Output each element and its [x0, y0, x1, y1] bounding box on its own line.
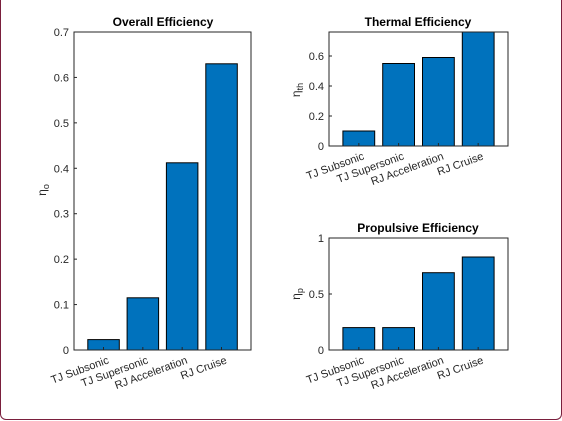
y-tick-label: 0.5: [309, 289, 324, 301]
chart-title: Propulsive Efficiency: [357, 221, 479, 235]
axes-box: [73, 31, 252, 351]
y-tick-label: 0: [318, 141, 324, 153]
bar-rj-acceleration: [422, 272, 455, 351]
y-axis-label-subscript: o: [41, 184, 51, 189]
bar-group: [342, 31, 495, 147]
y-axis-label: ηth: [289, 83, 305, 97]
y-tick-label: 0.3: [54, 209, 69, 221]
chart-title: Thermal Efficiency: [365, 15, 472, 29]
overall-efficiency-chart: Overall Efficiency ηo 0 0.1 0.2 0.3 0.4 0.5 0.…: [35, 15, 252, 392]
y-tick-label: 0: [318, 345, 324, 357]
y-tick-label: 0: [63, 345, 69, 357]
chart-title: Overall Efficiency: [113, 15, 214, 29]
axes-box: [328, 237, 509, 351]
y-tick-label: 0.4: [309, 81, 324, 93]
y-tick-label: 0.6: [309, 51, 324, 63]
y-tick-label: 0.2: [309, 111, 324, 123]
bar-rj-acceleration: [422, 57, 455, 147]
bar-group: [342, 256, 495, 351]
bar-tj-supersonic: [126, 297, 160, 351]
bar-tj-supersonic: [382, 327, 416, 351]
y-tick-label: 0.2: [54, 254, 69, 266]
y-tick-label: 0.1: [54, 300, 69, 312]
y-axis-ticks: 0 0.2 0.4 0.6: [309, 51, 332, 153]
y-axis-label-symbol: η: [35, 189, 49, 196]
bar-group: [87, 63, 238, 351]
y-tick-label: 0.5: [54, 118, 69, 130]
propulsive-efficiency-chart: Propulsive Efficiency ηp 0 0.5 1 TJ Subson…: [289, 221, 509, 392]
x-tick-label: RJ Cruise: [436, 151, 485, 179]
bar-tj-supersonic: [382, 63, 416, 147]
bar-rj-acceleration: [165, 162, 199, 351]
y-tick-label: 0.4: [54, 163, 69, 175]
bar-rj-cruise: [205, 63, 238, 351]
y-tick-label: 1: [318, 233, 324, 245]
y-tick-label: 0.6: [54, 72, 69, 84]
y-tick-label: 0.7: [54, 27, 69, 39]
y-axis-label: ηp: [289, 288, 305, 300]
bar-rj-cruise: [461, 31, 495, 147]
x-tick-label: RJ Cruise: [436, 355, 485, 383]
y-axis-label-subscript: p: [295, 288, 305, 293]
y-axis-label-subscript: th: [295, 83, 305, 91]
thermal-efficiency-chart: Thermal Efficiency ηth 0 0.2 0.4 0.6 TJ Sub…: [289, 15, 509, 188]
y-axis-label-symbol: η: [289, 293, 303, 300]
bar-rj-cruise: [461, 256, 495, 351]
axes-box: [328, 31, 509, 147]
y-axis-ticks: 0 0.1 0.2 0.3 0.4 0.5 0.6 0.7: [54, 27, 77, 357]
y-axis-label: ηo: [35, 184, 51, 196]
bar-tj-subsonic: [342, 327, 376, 351]
y-axis-label-symbol: η: [289, 90, 303, 97]
